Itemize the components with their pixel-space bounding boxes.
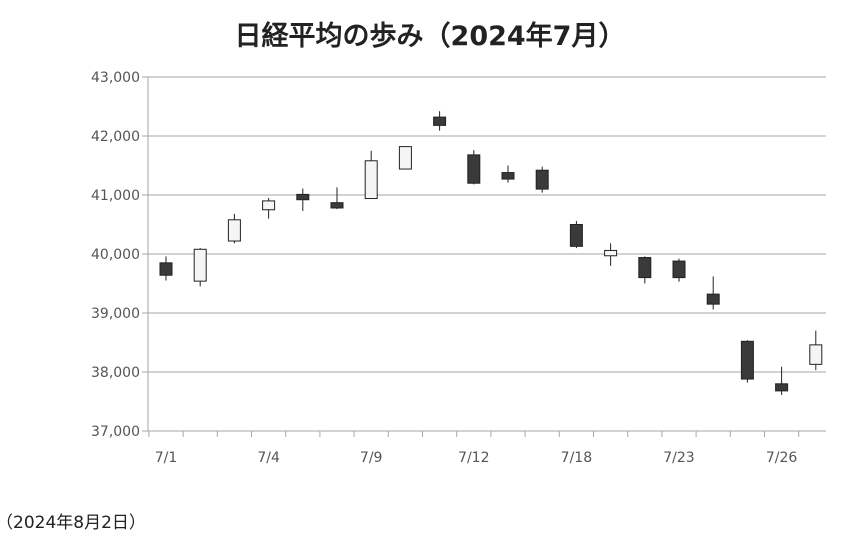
candle [467, 150, 481, 185]
candle [330, 187, 344, 210]
candle-body [364, 160, 378, 200]
candle [501, 165, 515, 183]
candle [672, 258, 686, 282]
candle [740, 340, 754, 383]
candle [604, 243, 618, 266]
candle [535, 166, 549, 193]
candle-body [672, 260, 686, 279]
y-tick-label: 42,000 [91, 129, 140, 145]
candle [775, 366, 789, 396]
x-tick-label: 7/23 [663, 450, 694, 466]
y-tick-label: 37,000 [91, 424, 140, 440]
candle-body [535, 169, 549, 190]
candle [262, 197, 276, 219]
y-tick-label: 39,000 [91, 306, 140, 322]
candle-body [604, 249, 618, 257]
candle [364, 150, 378, 200]
candle-body [775, 383, 789, 392]
candle [227, 213, 241, 244]
candle-body [227, 219, 241, 242]
candle-body [501, 172, 515, 180]
candle-body [296, 193, 310, 201]
x-tick-label: 7/26 [766, 450, 798, 466]
x-tick-label: 7/18 [561, 450, 592, 466]
y-axis-tick-labels: 43,000 42,000 41,000 40,000 39,000 38,000 37,0… [91, 70, 140, 440]
y-tick-label: 41,000 [91, 188, 140, 204]
candle-body [159, 262, 173, 276]
candle [398, 146, 412, 170]
candle-body [706, 293, 720, 305]
y-tick-label: 38,000 [91, 365, 140, 381]
candle [638, 256, 652, 284]
candle-body [638, 257, 652, 279]
candle [569, 220, 583, 249]
candle [809, 330, 823, 371]
candle-body [193, 248, 207, 282]
candle-body [262, 200, 276, 211]
candles [159, 111, 823, 396]
candle [159, 256, 173, 281]
chart-title: 日経平均の歩み（2024年7月） [235, 20, 626, 52]
candle-body [569, 224, 583, 247]
y-tick-label: 40,000 [91, 247, 140, 263]
candle-body [398, 146, 412, 170]
candle-body [809, 344, 823, 365]
candle [433, 111, 447, 131]
x-tick-label: 7/12 [458, 450, 489, 466]
x-tick-label: 7/4 [257, 450, 280, 466]
footnote-date: （2024年8月2日） [0, 513, 146, 533]
x-axis: 7/1 7/4 7/9 7/12 7/18 7/23 7/26 [148, 431, 800, 466]
candle [706, 276, 720, 310]
candle-body [740, 340, 754, 380]
candlestick-chart: 日経平均の歩み（2024年7月） 43,000 42,000 41,000 40,00… [91, 20, 826, 466]
x-tick-label: 7/1 [155, 450, 178, 466]
candle [193, 248, 207, 287]
candle [296, 188, 310, 211]
x-tick-label: 7/9 [360, 450, 383, 466]
candle-body [330, 202, 344, 209]
gridlines [142, 76, 826, 432]
y-tick-label: 43,000 [91, 70, 140, 86]
candle-body [467, 154, 481, 184]
candle-body [433, 116, 447, 126]
